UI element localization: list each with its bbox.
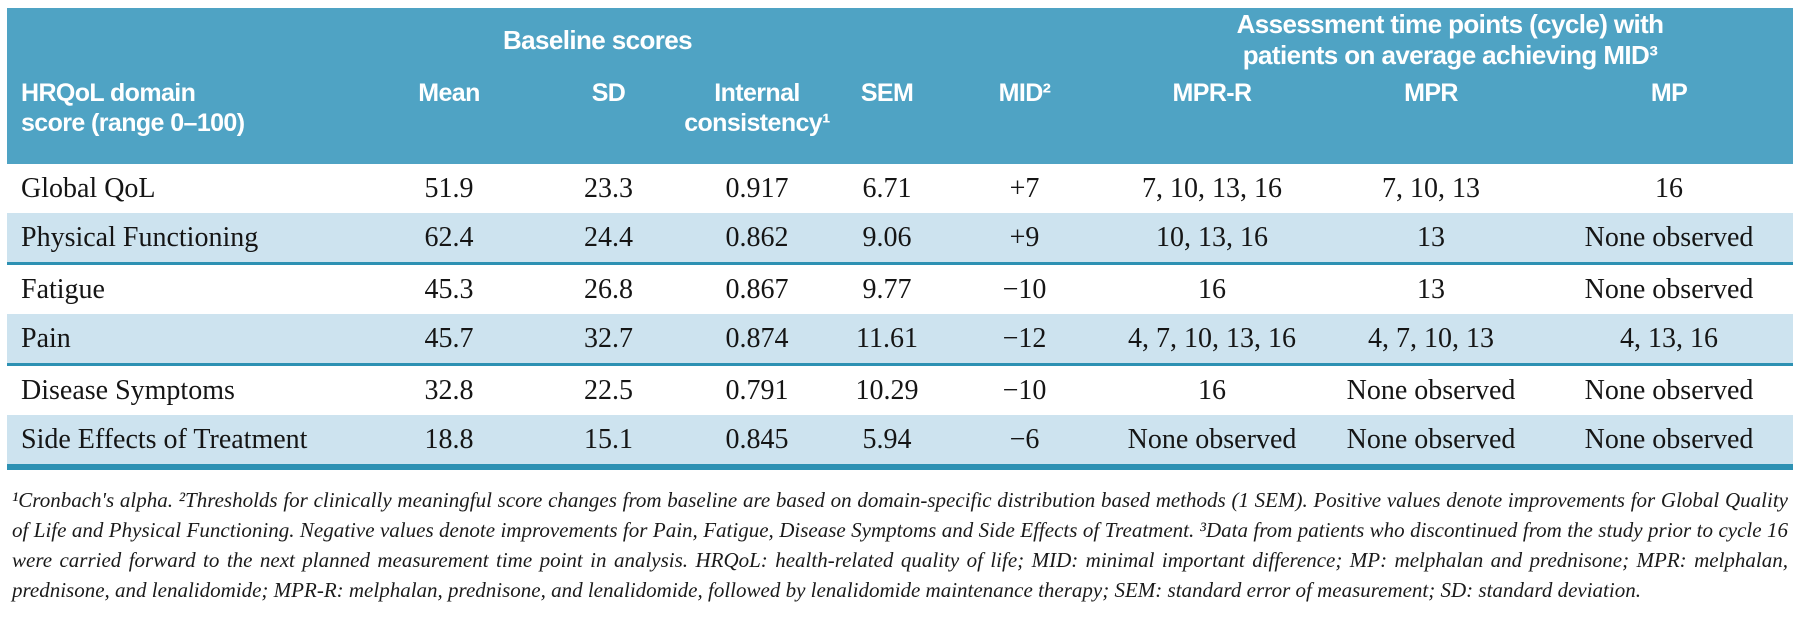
group-header-spacer-domain bbox=[7, 8, 363, 72]
col-header-sem: SEM bbox=[832, 72, 943, 164]
cell-mp: None observed bbox=[1545, 364, 1794, 415]
table-row-physical-functioning: Physical Functioning 62.4 24.4 0.862 9.0… bbox=[7, 213, 1794, 265]
table-row-side-effects: Side Effects of Treatment 18.8 15.1 0.84… bbox=[7, 415, 1794, 470]
cell-sem: 6.71 bbox=[832, 164, 943, 213]
table-row-disease-symptoms: Disease Symptoms 32.8 22.5 0.791 10.29 −… bbox=[7, 364, 1794, 415]
footnote: ¹Cronbach's alpha. ²Thresholds for clini… bbox=[12, 488, 1788, 602]
cell-mean: 62.4 bbox=[363, 213, 535, 265]
cell-mp: 16 bbox=[1545, 164, 1794, 213]
cell-mpr-r: 16 bbox=[1107, 263, 1318, 314]
cell-sd: 26.8 bbox=[535, 263, 682, 314]
cell-mpr: 7, 10, 13 bbox=[1317, 164, 1546, 213]
cell-mpr-r: 16 bbox=[1107, 364, 1318, 415]
cell-mpr: 13 bbox=[1317, 213, 1546, 265]
cell-mpr-r: None observed bbox=[1107, 415, 1318, 470]
col-header-domain: HRQoL domain score (range 0–100) bbox=[7, 72, 363, 164]
cell-domain: Pain bbox=[7, 314, 363, 366]
page: Baseline scores Assessment time points (… bbox=[7, 8, 1794, 602]
col-header-mpr-r: MPR-R bbox=[1107, 72, 1318, 164]
table-row-pain: Pain 45.7 32.7 0.874 11.61 −12 4, 7, 10,… bbox=[7, 314, 1794, 366]
cell-sd: 15.1 bbox=[535, 415, 682, 470]
cell-mid: −10 bbox=[942, 263, 1108, 314]
cell-mpr: None observed bbox=[1317, 364, 1546, 415]
cell-mean: 45.3 bbox=[363, 263, 535, 314]
table-row-global-qol: Global QoL 51.9 23.3 0.917 6.71 +7 7, 10… bbox=[7, 164, 1794, 213]
cell-mpr-r: 7, 10, 13, 16 bbox=[1107, 164, 1318, 213]
cell-internal-consistency: 0.874 bbox=[682, 314, 833, 366]
cell-mid: −10 bbox=[942, 364, 1108, 415]
cell-sem: 10.29 bbox=[832, 364, 943, 415]
cell-mid: +7 bbox=[942, 164, 1108, 213]
cell-mean: 45.7 bbox=[363, 314, 535, 366]
cell-mp: None observed bbox=[1545, 415, 1794, 470]
cell-mpr-r: 10, 13, 16 bbox=[1107, 213, 1318, 265]
cell-mid: +9 bbox=[942, 213, 1108, 265]
cell-sd: 32.7 bbox=[535, 314, 682, 366]
cell-domain: Disease Symptoms bbox=[7, 364, 363, 415]
group-header-row: Baseline scores Assessment time points (… bbox=[7, 8, 1794, 72]
col-header-mpr: MPR bbox=[1317, 72, 1546, 164]
col-header-mid: MID² bbox=[942, 72, 1108, 164]
cell-mid: −6 bbox=[942, 415, 1108, 470]
cell-domain: Physical Functioning bbox=[7, 213, 363, 265]
cell-mp: None observed bbox=[1545, 263, 1794, 314]
col-header-sd: SD bbox=[535, 72, 682, 164]
cell-mean: 32.8 bbox=[363, 364, 535, 415]
column-header-row: HRQoL domain score (range 0–100) Mean SD… bbox=[7, 72, 1794, 164]
cell-mpr: None observed bbox=[1317, 415, 1546, 470]
cell-internal-consistency: 0.862 bbox=[682, 213, 833, 265]
cell-internal-consistency: 0.791 bbox=[682, 364, 833, 415]
cell-sem: 5.94 bbox=[832, 415, 943, 470]
cell-internal-consistency: 0.917 bbox=[682, 164, 833, 213]
cell-sem: 9.06 bbox=[832, 213, 943, 265]
cell-mid: −12 bbox=[942, 314, 1108, 366]
cell-sem: 9.77 bbox=[832, 263, 943, 314]
hrqol-table: Baseline scores Assessment time points (… bbox=[7, 8, 1794, 470]
cell-mean: 51.9 bbox=[363, 164, 535, 213]
cell-domain: Fatigue bbox=[7, 263, 363, 314]
cell-mpr-r: 4, 7, 10, 13, 16 bbox=[1107, 314, 1318, 366]
cell-mpr: 13 bbox=[1317, 263, 1546, 314]
cell-sem: 11.61 bbox=[832, 314, 943, 366]
cell-internal-consistency: 0.845 bbox=[682, 415, 833, 470]
group-header-assessment-time-points: Assessment time points (cycle) with pati… bbox=[1107, 8, 1794, 72]
cell-sd: 23.3 bbox=[535, 164, 682, 213]
cell-internal-consistency: 0.867 bbox=[682, 263, 833, 314]
cell-mean: 18.8 bbox=[363, 415, 535, 470]
cell-domain: Global QoL bbox=[7, 164, 363, 213]
col-header-mean: Mean bbox=[363, 72, 535, 164]
cell-mp: None observed bbox=[1545, 213, 1794, 265]
col-header-internal-consistency: Internal consistency¹ bbox=[682, 72, 833, 164]
cell-sd: 24.4 bbox=[535, 213, 682, 265]
cell-sd: 22.5 bbox=[535, 364, 682, 415]
group-header-spacer-sem-mid bbox=[832, 8, 1108, 72]
table-row-fatigue: Fatigue 45.3 26.8 0.867 9.77 −10 16 13 N… bbox=[7, 263, 1794, 314]
col-header-mp: MP bbox=[1545, 72, 1794, 164]
cell-mp: 4, 13, 16 bbox=[1545, 314, 1794, 366]
cell-domain: Side Effects of Treatment bbox=[7, 415, 363, 470]
table-header: Baseline scores Assessment time points (… bbox=[7, 8, 1794, 164]
table-body: Global QoL 51.9 23.3 0.917 6.71 +7 7, 10… bbox=[7, 164, 1794, 470]
group-header-baseline-scores: Baseline scores bbox=[363, 8, 833, 72]
cell-mpr: 4, 7, 10, 13 bbox=[1317, 314, 1546, 366]
